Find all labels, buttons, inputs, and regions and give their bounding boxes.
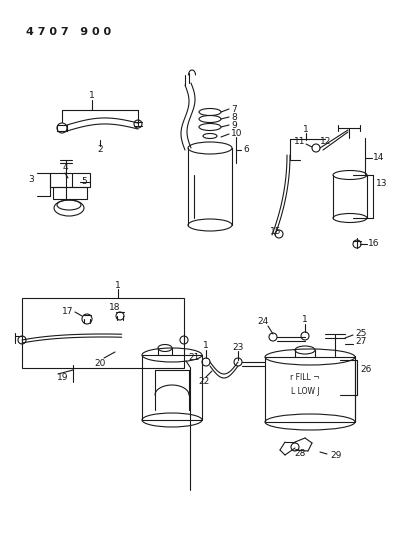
Text: 9: 9 bbox=[231, 120, 237, 130]
Text: 21: 21 bbox=[188, 353, 200, 362]
Text: 16: 16 bbox=[368, 239, 379, 248]
Text: 3: 3 bbox=[28, 175, 34, 184]
Text: 5: 5 bbox=[81, 177, 87, 187]
Text: 2: 2 bbox=[97, 146, 103, 155]
Text: 28: 28 bbox=[294, 449, 306, 458]
Bar bbox=[53, 187, 87, 199]
Text: 1: 1 bbox=[302, 316, 308, 325]
Text: 25: 25 bbox=[355, 328, 366, 337]
Text: 18: 18 bbox=[109, 303, 121, 312]
Bar bbox=[22, 298, 184, 368]
Text: 13: 13 bbox=[376, 179, 388, 188]
Text: 27: 27 bbox=[355, 337, 366, 346]
Text: 24: 24 bbox=[257, 318, 268, 327]
Text: 6: 6 bbox=[243, 146, 249, 155]
Text: 8: 8 bbox=[231, 112, 237, 122]
Text: 10: 10 bbox=[231, 130, 242, 139]
Text: 23: 23 bbox=[232, 343, 244, 351]
Text: 15: 15 bbox=[270, 227, 281, 236]
Text: 26: 26 bbox=[360, 366, 371, 375]
Text: 1: 1 bbox=[303, 125, 309, 133]
Text: 14: 14 bbox=[373, 154, 384, 163]
Text: 17: 17 bbox=[62, 308, 73, 317]
Text: 19: 19 bbox=[57, 374, 69, 383]
Bar bbox=[265, 357, 355, 422]
Bar bbox=[142, 355, 202, 420]
Text: 7: 7 bbox=[231, 104, 237, 114]
Text: 29: 29 bbox=[330, 450, 341, 459]
Text: 1: 1 bbox=[115, 280, 121, 289]
Text: 1: 1 bbox=[89, 92, 95, 101]
Text: 20: 20 bbox=[94, 359, 106, 367]
Text: 1: 1 bbox=[203, 342, 209, 351]
Text: 4: 4 bbox=[62, 164, 68, 173]
Text: 22: 22 bbox=[198, 376, 210, 385]
Text: L LOW J: L LOW J bbox=[290, 387, 319, 397]
Text: 12: 12 bbox=[320, 136, 331, 146]
Text: r FILL ¬: r FILL ¬ bbox=[290, 374, 320, 383]
Text: 4 7 0 7   9 0 0: 4 7 0 7 9 0 0 bbox=[26, 27, 111, 37]
Bar bbox=[50, 173, 90, 187]
Text: 11: 11 bbox=[294, 136, 306, 146]
